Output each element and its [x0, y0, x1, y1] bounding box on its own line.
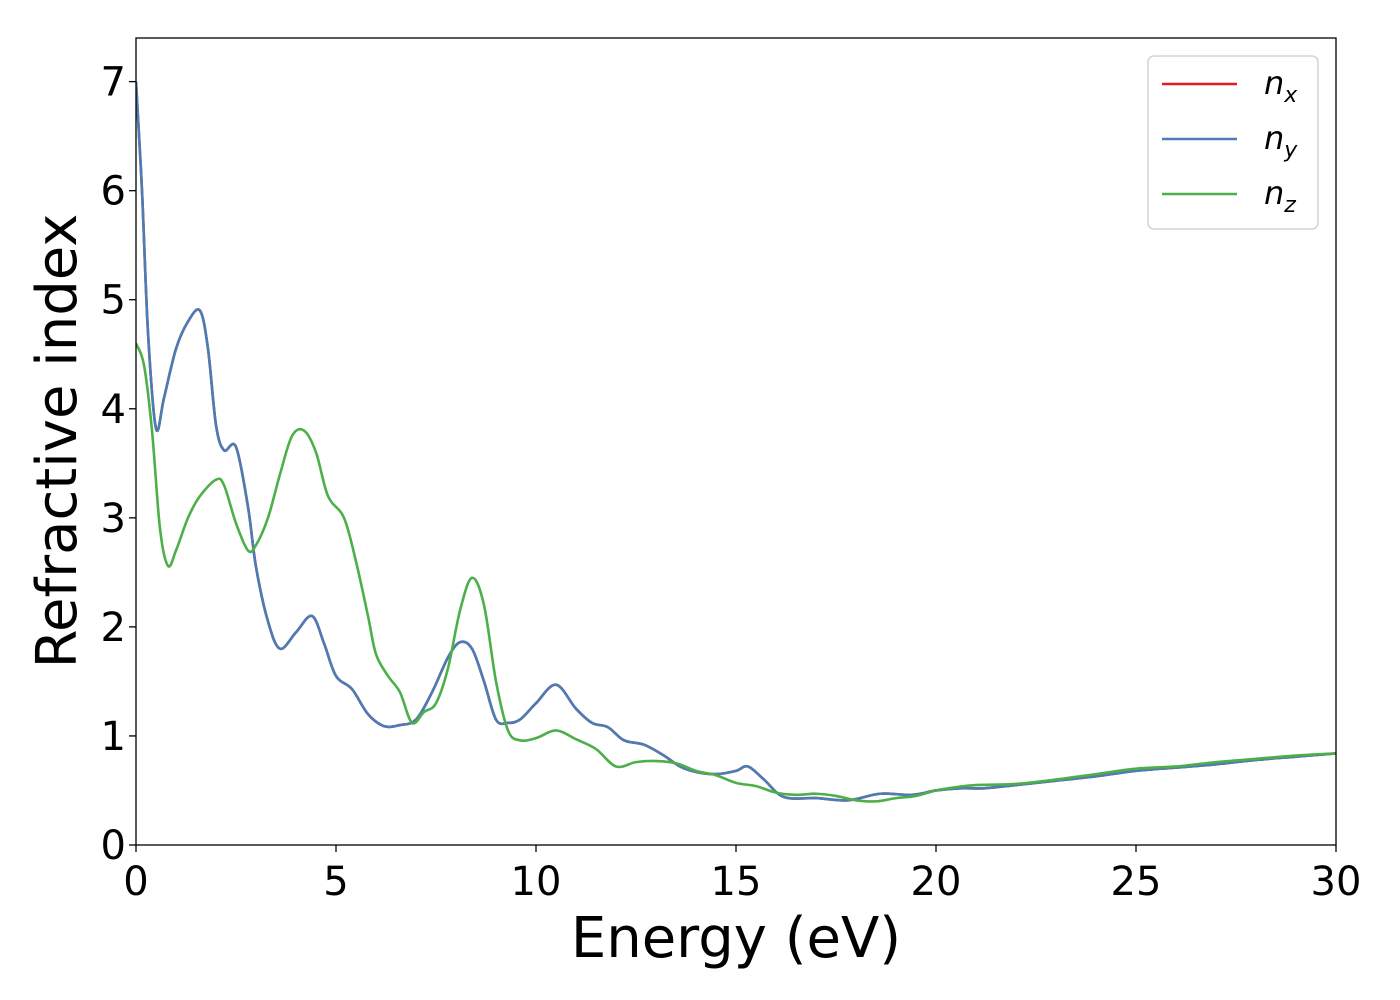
y-tick-label: 5 — [101, 278, 126, 324]
x-tick-label: 30 — [1311, 859, 1362, 905]
y-tick-label: 4 — [101, 387, 126, 433]
x-tick-label: 0 — [123, 859, 148, 905]
x-tick-label: 10 — [511, 859, 562, 905]
y-tick-label: 7 — [101, 60, 126, 106]
x-axis-title: Energy (eV) — [571, 906, 901, 971]
y-axis-ticks: 0 1 2 3 4 5 6 7 — [101, 60, 136, 869]
y-tick-label: 0 — [101, 823, 126, 869]
legend-label-ny: ny — [1264, 119, 1298, 163]
legend-label-nz: nz — [1264, 174, 1296, 218]
x-tick-label: 20 — [911, 859, 962, 905]
legend: nx ny nz — [1147, 55, 1319, 230]
y-tick-label: 3 — [101, 496, 126, 542]
x-tick-label: 25 — [1111, 859, 1162, 905]
x-tick-label: 15 — [711, 859, 762, 905]
series-line-nz — [136, 342, 1336, 803]
legend-label-nx: nx — [1264, 64, 1298, 108]
legend-box — [1147, 55, 1319, 230]
x-axis-ticks: 0 5 10 15 20 25 30 — [123, 845, 1361, 905]
y-tick-label: 1 — [101, 714, 126, 760]
y-axis-title: Refractive index — [25, 214, 90, 669]
x-tick-label: 5 — [323, 859, 348, 905]
y-tick-label: 2 — [101, 605, 126, 651]
y-tick-label: 6 — [101, 169, 126, 215]
series-lines — [136, 81, 1336, 803]
